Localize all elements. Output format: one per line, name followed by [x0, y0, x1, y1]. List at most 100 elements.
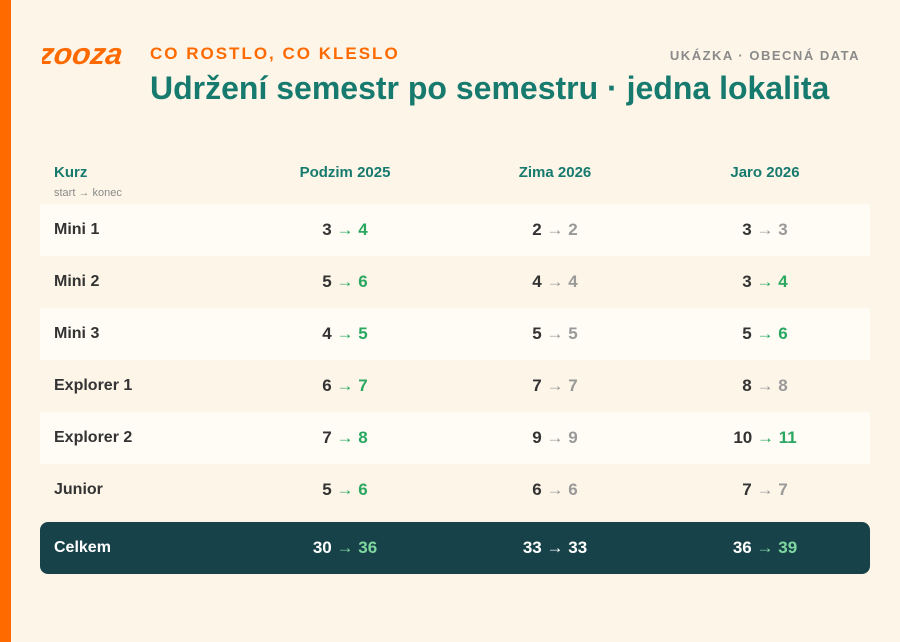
- arrow: →: [756, 428, 774, 447]
- start-value: 4: [322, 324, 332, 343]
- cell: 3 → 4: [245, 204, 445, 256]
- row-name: Mini 2: [54, 273, 100, 290]
- row-name: Mini 3: [54, 325, 100, 342]
- start-value: 3: [322, 220, 332, 239]
- end-value: 2: [568, 220, 578, 239]
- cell: 7 → 7: [455, 360, 655, 412]
- cell: 33 → 33: [455, 522, 655, 574]
- column-header: Jaro 2026: [730, 164, 800, 181]
- cell: 5 → 6: [245, 464, 445, 516]
- end-value: 6: [568, 480, 578, 499]
- arrow: →: [336, 272, 354, 291]
- start-value: 3: [742, 272, 752, 291]
- end-value: 7: [568, 376, 578, 395]
- end-value: 7: [778, 480, 788, 499]
- start-value: 9: [532, 428, 542, 447]
- end-value: 6: [358, 272, 368, 291]
- end-value: 4: [568, 272, 578, 291]
- accent-bar: [0, 0, 11, 642]
- row-name: Explorer 2: [54, 429, 133, 446]
- arrow: →: [336, 538, 354, 557]
- logo-text: zooza: [42, 38, 125, 71]
- arrow: →: [546, 480, 564, 499]
- start-value: 5: [532, 324, 542, 343]
- cell: 36 → 39: [665, 522, 865, 574]
- cell: 3 → 3: [665, 204, 865, 256]
- cell: 6 → 6: [455, 464, 655, 516]
- cell: 30 → 36: [245, 522, 445, 574]
- arrow: →: [756, 538, 774, 557]
- column-header: Podzim 2025: [299, 164, 391, 181]
- end-value: 11: [778, 428, 797, 447]
- arrow: →: [546, 220, 564, 239]
- start-value: 6: [532, 480, 542, 499]
- cell: 7 → 8: [245, 412, 445, 464]
- end-value: 33: [568, 538, 588, 557]
- arrow: →: [336, 220, 354, 239]
- start-value: 6: [322, 376, 332, 395]
- cell: 10 → 11: [665, 412, 865, 464]
- cell: 2 → 2: [455, 204, 655, 256]
- start-value: 30: [312, 538, 332, 557]
- cell: 7 → 7: [665, 464, 865, 516]
- start-value: 7: [532, 376, 542, 395]
- start-value: 7: [742, 480, 752, 499]
- arrow: →: [546, 324, 564, 343]
- end-value: 4: [358, 220, 368, 239]
- start-value: 7: [322, 428, 332, 447]
- end-value: 36: [358, 538, 378, 557]
- end-value: 39: [778, 538, 798, 557]
- end-value: 8: [778, 376, 788, 395]
- end-value: 8: [358, 428, 368, 447]
- row-name: Junior: [54, 481, 103, 498]
- start-value: 8: [742, 376, 752, 395]
- end-value: 6: [358, 480, 368, 499]
- title: Udržení semestr po semestru · jedna loka…: [150, 70, 830, 106]
- start-value: 36: [732, 538, 752, 557]
- arrow: →: [546, 428, 564, 447]
- row-name: Mini 1: [54, 221, 100, 238]
- arrow: →: [756, 376, 774, 395]
- column-header: Kurz: [54, 164, 88, 181]
- tag: UKÁZKA · OBECNÁ DATA: [669, 48, 860, 63]
- start-value: 3: [742, 220, 752, 239]
- cell: 5 → 5: [455, 308, 655, 360]
- end-value: 7: [358, 376, 368, 395]
- cell: 4 → 4: [455, 256, 655, 308]
- arrow: →: [546, 272, 564, 291]
- start-value: 5: [322, 480, 332, 499]
- start-value: 33: [522, 538, 542, 557]
- arrow: →: [546, 538, 564, 557]
- cell: 3 → 4: [665, 256, 865, 308]
- logo: zooza: [42, 38, 125, 71]
- cell: 8 → 8: [665, 360, 865, 412]
- arrow: →: [756, 272, 774, 291]
- cell: 5 → 6: [665, 308, 865, 360]
- end-value: 9: [568, 428, 578, 447]
- eyebrow: CO ROSTLO, CO KLESLO: [150, 44, 400, 63]
- end-value: 4: [778, 272, 788, 291]
- start-value: 4: [532, 272, 542, 291]
- start-value: 5: [742, 324, 752, 343]
- column-note: start → konec: [54, 187, 122, 199]
- arrow: →: [546, 376, 564, 395]
- arrow: →: [756, 480, 774, 499]
- start-value: 10: [733, 428, 753, 447]
- arrow: →: [336, 324, 354, 343]
- arrow: →: [336, 376, 354, 395]
- end-value: 5: [358, 324, 368, 343]
- start-value: 5: [322, 272, 332, 291]
- column-header: Zima 2026: [518, 164, 592, 181]
- cell: 4 → 5: [245, 308, 445, 360]
- start-value: 2: [532, 220, 542, 239]
- cell: 9 → 9: [455, 412, 655, 464]
- arrow: →: [336, 428, 354, 447]
- row-name: Explorer 1: [54, 377, 133, 394]
